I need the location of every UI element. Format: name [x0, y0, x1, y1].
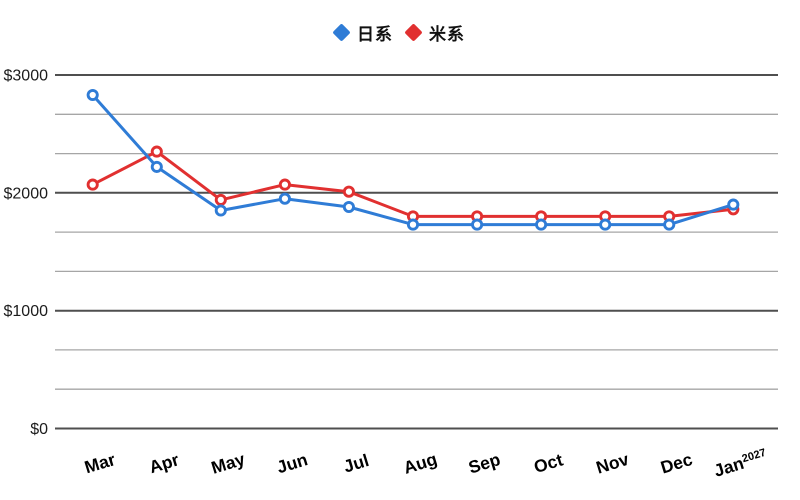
data-point [342, 200, 355, 214]
data-point [278, 178, 291, 191]
y-axis-labels: $0 $1000 $2000 $3000 [4, 68, 49, 439]
data-point [150, 160, 163, 173]
legend-item-jp[interactable]: 日系 [332, 20, 393, 45]
data-point [214, 193, 227, 206]
data-point [150, 145, 163, 158]
data-point [214, 204, 227, 217]
series-line [91, 150, 735, 218]
x-axis-tick-label: Nov [594, 449, 632, 478]
data-point [599, 218, 612, 231]
data-point [86, 88, 99, 102]
data-point [278, 192, 291, 205]
x-axis-tick-label: Oct [531, 449, 565, 477]
x-axis-tick-label: Jun [274, 449, 310, 477]
x-axis-tick-label: Jul [341, 450, 371, 477]
data-point [406, 218, 420, 231]
data-point [727, 198, 740, 211]
diamond-icon [404, 23, 423, 42]
data-point [535, 218, 548, 231]
y-axis-tick-label: $3000 [4, 68, 49, 85]
y-axis-tick-label: $1000 [4, 303, 49, 320]
x-axis-tick-label: Aug [401, 449, 439, 478]
x-axis-tick-label: Apr [147, 449, 182, 477]
data-point [342, 185, 355, 198]
x-axis-tick-label: Jan2027 [711, 446, 769, 481]
y-axis-tick-label: $0 [30, 421, 48, 438]
diamond-icon [332, 23, 351, 42]
y-axis-tick-label: $2000 [4, 185, 49, 202]
legend-label: 米系 [429, 25, 465, 44]
x-axis-tick-label: May [209, 449, 248, 478]
series-1 [86, 145, 740, 223]
legend-item-us[interactable]: 米系 [404, 20, 465, 45]
chart-legend: 日系 米系 [0, 20, 800, 45]
legend-label: 日系 [357, 25, 393, 44]
data-point [471, 218, 484, 231]
x-axis-tick-label: Dec [658, 449, 695, 478]
x-axis-tick-label: Mar [82, 449, 118, 477]
series-0 [86, 88, 740, 231]
gridlines [55, 74, 778, 430]
data-point [663, 218, 676, 231]
x-axis-labels: Mar Apr May Jun Jul Aug Sep Oct Nov Dec Jan2027 [82, 446, 769, 481]
data-point [86, 178, 99, 191]
x-axis-tick-label: Sep [466, 449, 503, 478]
